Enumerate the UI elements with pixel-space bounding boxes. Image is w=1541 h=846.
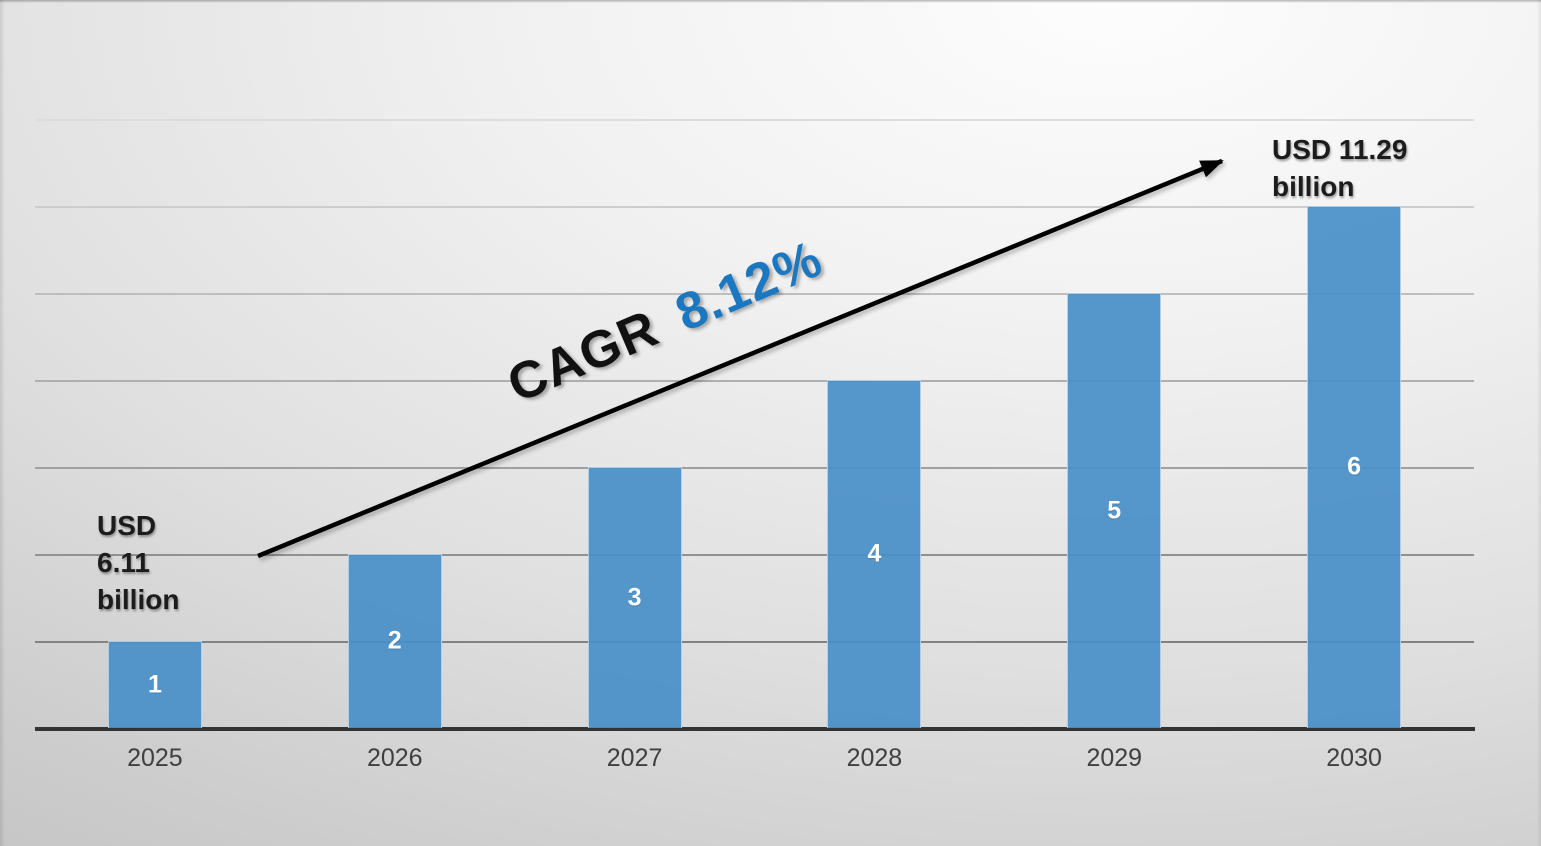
- bar-value-label: 1: [147, 670, 162, 698]
- gridline: [35, 119, 1474, 121]
- bar: [1067, 293, 1162, 728]
- gridline: [35, 293, 1474, 295]
- bar: [107, 641, 202, 728]
- gridline: [35, 380, 1474, 382]
- bar-value-label: 4: [867, 539, 882, 568]
- bar-value-label: 6: [1347, 452, 1362, 481]
- bar-value-label: 2: [387, 626, 402, 655]
- gridline: [35, 467, 1474, 469]
- end-value-annotation: USD 11.29 billion: [1272, 134, 1408, 202]
- bar-value-label: 5: [1107, 496, 1122, 524]
- x-axis-label: 2025: [127, 744, 183, 772]
- bar: [1307, 206, 1402, 728]
- bar-value-label: 3: [627, 583, 642, 611]
- gridline: [35, 641, 1474, 643]
- x-axis-label: 2029: [1086, 744, 1143, 772]
- x-axis-label: 2027: [606, 744, 663, 772]
- gridline: [35, 206, 1474, 208]
- x-axis-label: 2026: [366, 744, 423, 772]
- trend-arrow-line: [257, 158, 1224, 559]
- x-axis-label: 2028: [846, 744, 903, 772]
- slide-left-edge-shadow: [0, 0, 5, 846]
- slide-top-edge-shadow: [0, 0, 1541, 3]
- bar: [827, 380, 922, 728]
- x-axis-line: [35, 727, 1475, 731]
- x-axis-label: 2030: [1326, 744, 1382, 772]
- bar: [587, 467, 682, 728]
- bar: [347, 554, 442, 728]
- gridline: [35, 554, 1474, 556]
- start-value-annotation: USD 6.11 billion: [97, 510, 180, 615]
- slide-right-edge-shadow: [1537, 0, 1541, 846]
